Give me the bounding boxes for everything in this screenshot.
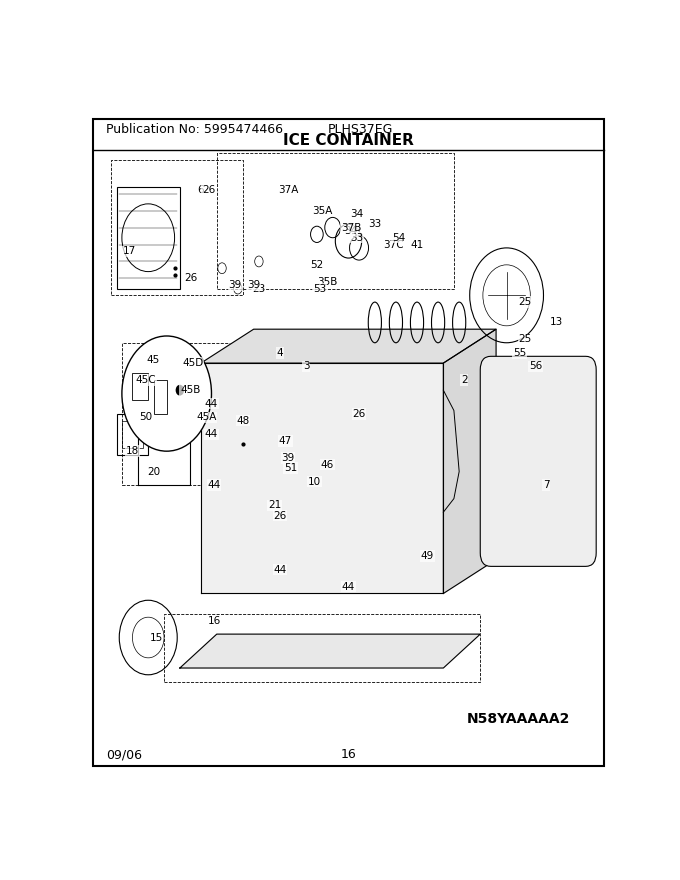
- Text: 45: 45: [147, 355, 160, 364]
- Text: 16: 16: [341, 748, 356, 761]
- Text: PLHS37EG: PLHS37EG: [328, 123, 393, 136]
- Bar: [122, 421, 143, 448]
- Text: N58YAAAAA2: N58YAAAAA2: [466, 712, 570, 726]
- Text: 45D: 45D: [182, 358, 204, 368]
- Text: 26: 26: [184, 274, 197, 283]
- Text: 39: 39: [228, 280, 242, 290]
- Bar: [117, 414, 148, 455]
- Text: 35B: 35B: [318, 277, 337, 287]
- Text: 26: 26: [352, 409, 366, 419]
- Text: 47: 47: [279, 436, 292, 446]
- Text: 09/06: 09/06: [106, 748, 142, 761]
- Text: 33: 33: [350, 232, 363, 243]
- Polygon shape: [201, 329, 496, 363]
- Text: 48: 48: [237, 415, 250, 426]
- Text: 45C: 45C: [135, 375, 156, 385]
- Text: 44: 44: [205, 399, 218, 408]
- Text: 53: 53: [313, 283, 326, 294]
- Text: 46: 46: [321, 459, 334, 470]
- Text: 21: 21: [268, 501, 282, 510]
- Text: ICE CONTAINER: ICE CONTAINER: [283, 134, 414, 149]
- Text: 44: 44: [342, 582, 355, 591]
- Text: 45A: 45A: [196, 413, 216, 422]
- Text: 52: 52: [310, 260, 324, 270]
- Text: 35A: 35A: [312, 206, 333, 216]
- Bar: [154, 380, 167, 414]
- Bar: [117, 187, 180, 289]
- FancyBboxPatch shape: [480, 356, 596, 567]
- Text: 16: 16: [207, 616, 221, 626]
- Text: 56: 56: [529, 362, 542, 371]
- Text: 34: 34: [345, 226, 358, 236]
- Text: 51: 51: [284, 463, 297, 473]
- Circle shape: [175, 385, 184, 396]
- Text: 6: 6: [198, 186, 204, 195]
- Text: 44: 44: [207, 480, 221, 490]
- Polygon shape: [443, 329, 496, 593]
- Text: 18: 18: [126, 446, 139, 456]
- Text: 7: 7: [543, 480, 549, 490]
- Text: 26: 26: [273, 510, 286, 521]
- Text: 25: 25: [518, 297, 532, 307]
- Text: 50: 50: [139, 413, 152, 422]
- Polygon shape: [201, 363, 443, 593]
- Text: 45B: 45B: [180, 385, 201, 395]
- Text: 37B: 37B: [341, 223, 361, 232]
- Text: 41: 41: [411, 239, 424, 250]
- Text: 54: 54: [392, 232, 405, 243]
- Text: 25: 25: [518, 334, 532, 344]
- Circle shape: [122, 336, 211, 451]
- Text: 23: 23: [252, 283, 265, 294]
- Text: 39: 39: [282, 453, 294, 463]
- Text: 55: 55: [513, 348, 526, 358]
- Text: 3: 3: [303, 362, 309, 371]
- Text: 49: 49: [421, 551, 434, 561]
- Text: 37A: 37A: [277, 186, 298, 195]
- Text: 33: 33: [369, 219, 381, 229]
- Polygon shape: [180, 634, 480, 668]
- Text: 15: 15: [150, 633, 163, 642]
- Bar: [133, 373, 148, 400]
- Text: 34: 34: [350, 209, 363, 219]
- Text: 2: 2: [461, 375, 468, 385]
- Text: 17: 17: [123, 246, 137, 256]
- Text: 37C: 37C: [383, 239, 404, 250]
- Text: 13: 13: [550, 318, 563, 327]
- Text: 26: 26: [202, 186, 216, 195]
- Text: 44: 44: [273, 565, 286, 575]
- Text: 44: 44: [205, 429, 218, 439]
- Text: 10: 10: [307, 477, 321, 487]
- Text: 4: 4: [277, 348, 284, 358]
- Text: 39: 39: [247, 280, 260, 290]
- Text: 20: 20: [147, 466, 160, 476]
- Text: Publication No: 5995474466: Publication No: 5995474466: [106, 123, 283, 136]
